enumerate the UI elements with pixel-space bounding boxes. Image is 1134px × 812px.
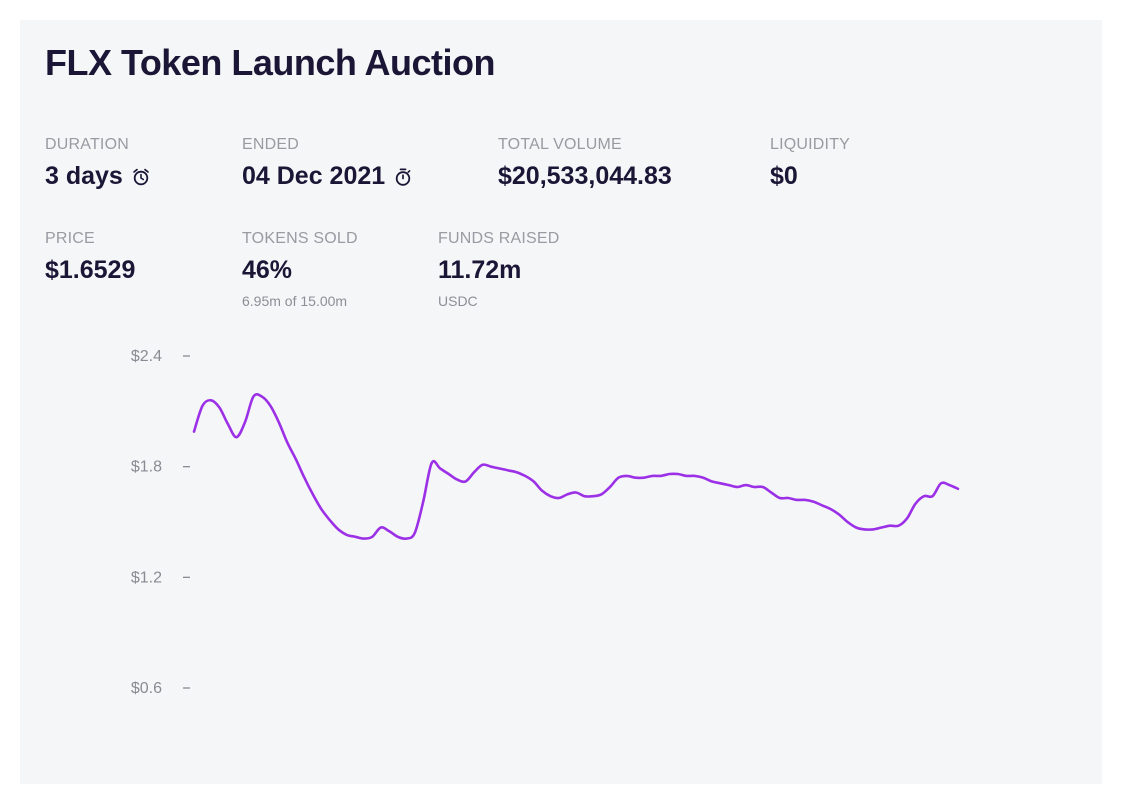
auction-card: FLX Token Launch Auction DURATION 3 days… [20, 20, 1102, 784]
stat-value: 04 Dec 2021 [242, 162, 386, 190]
stat-label: FUNDS RAISED [438, 230, 560, 247]
stat-ended: ENDED 04 Dec 2021 [242, 136, 413, 191]
stat-value: 11.72m [438, 256, 522, 284]
stat-subtext: 6.95m of 15.00m [242, 293, 348, 309]
y-tick-label: $1.2 [131, 569, 162, 586]
y-tick-label: $0.6 [131, 680, 162, 697]
stat-price: PRICE $1.6529 [45, 230, 135, 285]
stat-value: $20,533,044.83 [498, 162, 672, 190]
stat-funds-raised: FUNDS RAISED 11.72m USDC [438, 230, 560, 309]
stat-duration: DURATION 3 days [45, 136, 151, 191]
price-series-line [192, 392, 960, 541]
stat-value: 3 days [45, 162, 123, 190]
stat-label: TOTAL VOLUME [498, 136, 622, 153]
stat-value: 46% [242, 256, 293, 284]
stat-label: ENDED [242, 136, 300, 153]
stat-subtext: USDC [438, 293, 478, 309]
stat-label: DURATION [45, 136, 129, 153]
stat-label: LIQUIDITY [770, 136, 851, 153]
stat-label: PRICE [45, 230, 95, 247]
y-tick-label: $2.4 [131, 348, 162, 365]
stat-value: $0 [770, 162, 798, 190]
stat-label: TOKENS SOLD [242, 230, 358, 247]
page-title: FLX Token Launch Auction [45, 42, 496, 83]
stat-liquidity: LIQUIDITY $0 [770, 136, 850, 191]
stat-value: $1.6529 [45, 256, 136, 284]
price-chart: $2.4 $1.8 $1.2 $0.6 [131, 348, 960, 697]
stopwatch-icon [393, 167, 413, 187]
stat-tokens-sold: TOKENS SOLD 46% 6.95m of 15.00m [242, 230, 358, 309]
alarm-clock-icon [131, 167, 151, 187]
y-tick-label: $1.8 [131, 459, 162, 476]
stat-total-volume: TOTAL VOLUME $20,533,044.83 [498, 136, 672, 191]
